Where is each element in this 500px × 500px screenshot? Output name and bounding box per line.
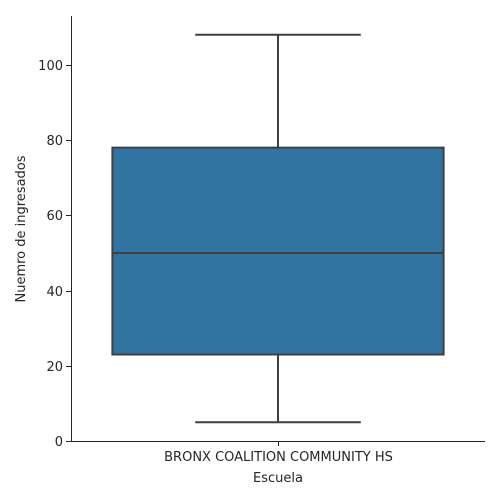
x-tick-label: BRONX COALITION COMMUNITY HS bbox=[164, 450, 393, 465]
y-tick-label: 0 bbox=[55, 435, 63, 450]
y-tick-label: 20 bbox=[46, 360, 63, 375]
y-axis-title: Nuemro de ingresados bbox=[14, 155, 29, 302]
iqr-box bbox=[111, 146, 445, 356]
plot-area: 0 20 40 60 80 100 BRONX COALITION COMMUNITY H… bbox=[38, 16, 485, 465]
y-tick-label: 40 bbox=[46, 285, 63, 300]
y-tick-label: 100 bbox=[38, 59, 63, 74]
y-tick-label: 60 bbox=[46, 209, 63, 224]
x-axis-title: Escuela bbox=[253, 471, 303, 486]
x-axis-ticks: BRONX COALITION COMMUNITY HS bbox=[164, 441, 393, 465]
y-axis-ticks: 0 20 40 60 80 100 bbox=[38, 59, 71, 450]
boxes-layer bbox=[111, 33, 445, 424]
y-tick-label: 80 bbox=[46, 134, 63, 149]
